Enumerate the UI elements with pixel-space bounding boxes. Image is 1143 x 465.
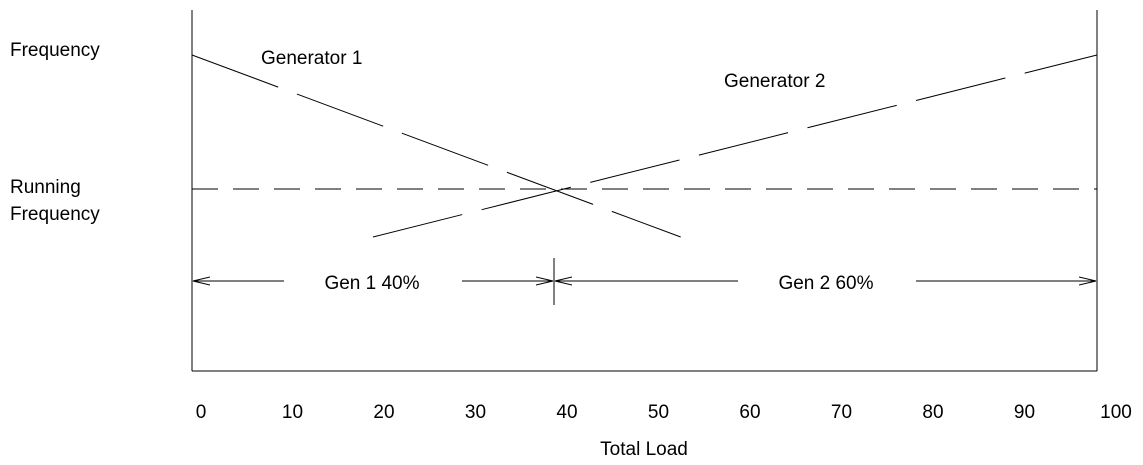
x-tick-label: 10 bbox=[282, 402, 303, 423]
x-tick-labels: 0 10 20 30 40 50 60 70 80 90 100 bbox=[196, 402, 1132, 423]
x-tick-label: 0 bbox=[196, 402, 207, 423]
gen-2-share-label: Gen 2 60% bbox=[778, 273, 873, 294]
generator-2-line bbox=[372, 54, 1098, 238]
x-tick-label: 90 bbox=[1014, 402, 1035, 423]
x-axis-label: Total Load bbox=[600, 439, 688, 460]
x-tick-label: 20 bbox=[373, 402, 394, 423]
generator-1-line bbox=[191, 54, 681, 238]
x-tick-label: 30 bbox=[465, 402, 486, 423]
generator-1-label: Generator 1 bbox=[261, 48, 362, 69]
x-tick-label: 80 bbox=[922, 402, 943, 423]
gen-1-share-label: Gen 1 40% bbox=[324, 273, 419, 294]
y-axis-label: Frequency bbox=[10, 40, 100, 61]
x-tick-label: 40 bbox=[556, 402, 577, 423]
x-tick-label: 50 bbox=[648, 402, 669, 423]
generator-2-label: Generator 2 bbox=[724, 71, 825, 92]
x-tick-label: 70 bbox=[831, 402, 852, 423]
running-frequency-label: Running Frequency bbox=[10, 177, 100, 225]
x-tick-label: 100 bbox=[1100, 402, 1132, 423]
x-tick-label: 60 bbox=[739, 402, 760, 423]
